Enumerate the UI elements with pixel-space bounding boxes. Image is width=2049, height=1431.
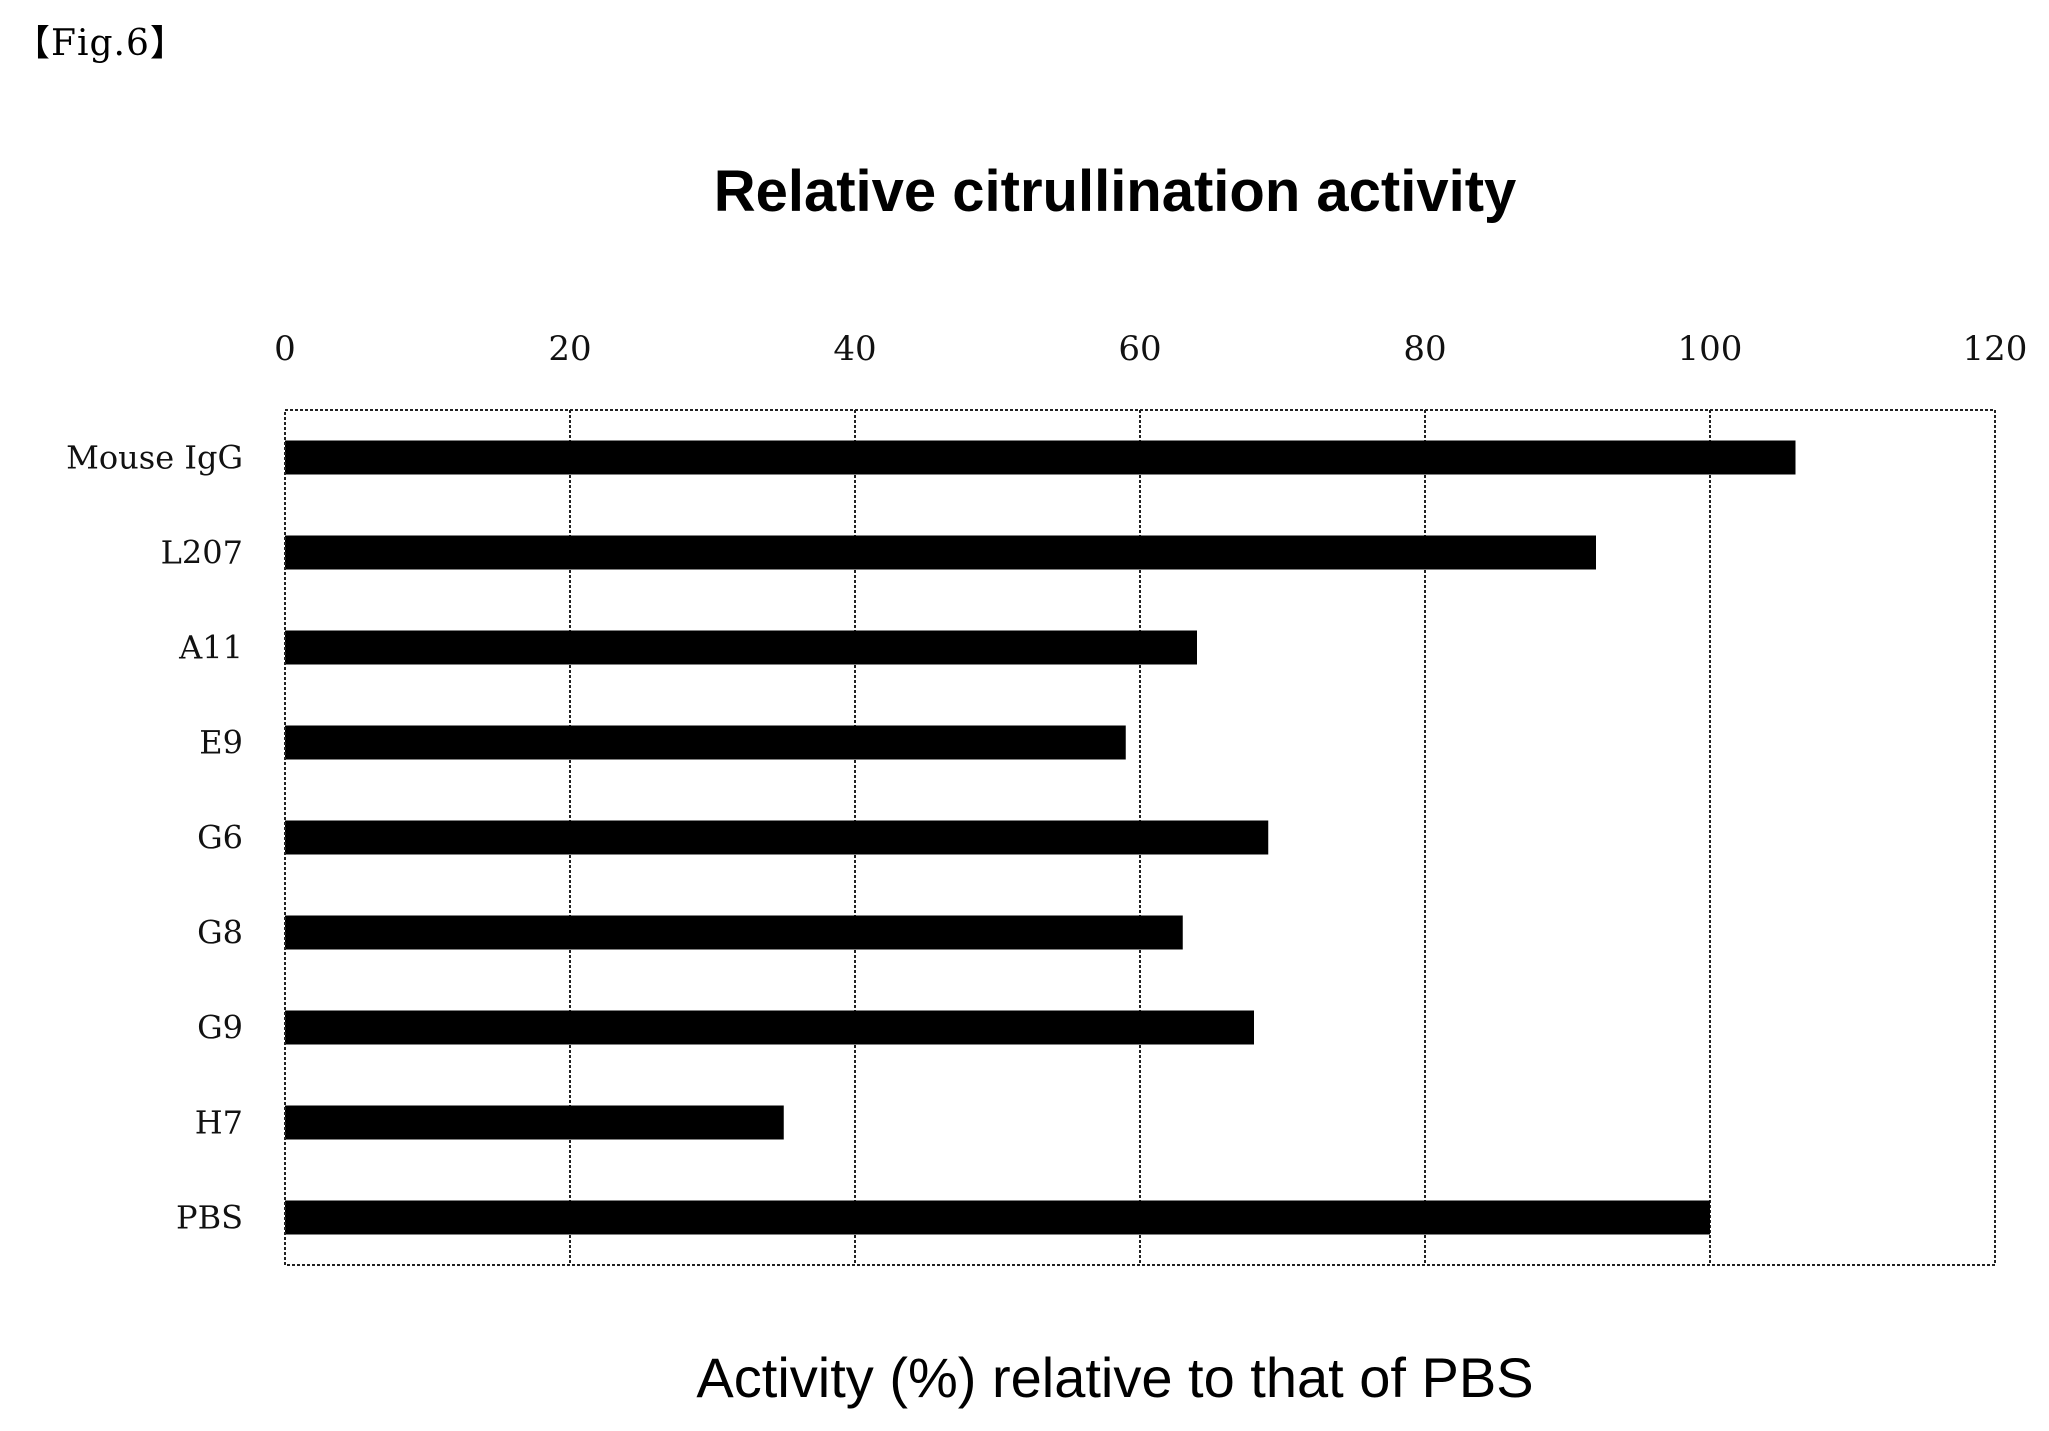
x-axis-label: Activity (%) relative to that of PBS (696, 1346, 1534, 1409)
bar-g6 (285, 820, 1269, 855)
x-tick-label: 60 (1118, 329, 1161, 369)
category-label: Mouse IgG (66, 439, 243, 477)
category-label: E9 (199, 724, 243, 762)
category-label: PBS (176, 1199, 243, 1237)
chart-title: Relative citrullination activity (713, 159, 1517, 224)
bar-g9 (285, 1010, 1254, 1045)
x-tick-labels: 0 20 40 60 80 100 120 (274, 329, 2027, 369)
bar-g8 (285, 915, 1183, 950)
category-label: G6 (197, 819, 243, 857)
bar-mouse-igg (285, 440, 1796, 475)
bars (285, 440, 1796, 1235)
bar-h7 (285, 1105, 784, 1140)
x-tick-label: 100 (1678, 329, 1743, 369)
x-tick-label: 120 (1963, 329, 2028, 369)
category-label: L207 (161, 534, 243, 572)
bar-a11 (285, 630, 1197, 665)
category-label: A11 (178, 629, 243, 667)
bar-l207 (285, 535, 1596, 570)
category-labels: Mouse IgG L207 A11 E9 G6 G8 G9 H7 PBS (66, 439, 243, 1237)
figure-label: 【Fig.6】 (14, 23, 187, 64)
category-label: G9 (197, 1009, 243, 1047)
category-label: H7 (195, 1104, 243, 1142)
bar-pbs (285, 1200, 1710, 1235)
x-tick-label: 80 (1403, 329, 1446, 369)
x-tick-label: 20 (548, 329, 591, 369)
x-tick-label: 40 (833, 329, 876, 369)
x-tick-label: 0 (274, 329, 296, 369)
plot-area-frame (284, 409, 1996, 1266)
bar-e9 (285, 725, 1126, 760)
category-label: G8 (197, 914, 243, 952)
